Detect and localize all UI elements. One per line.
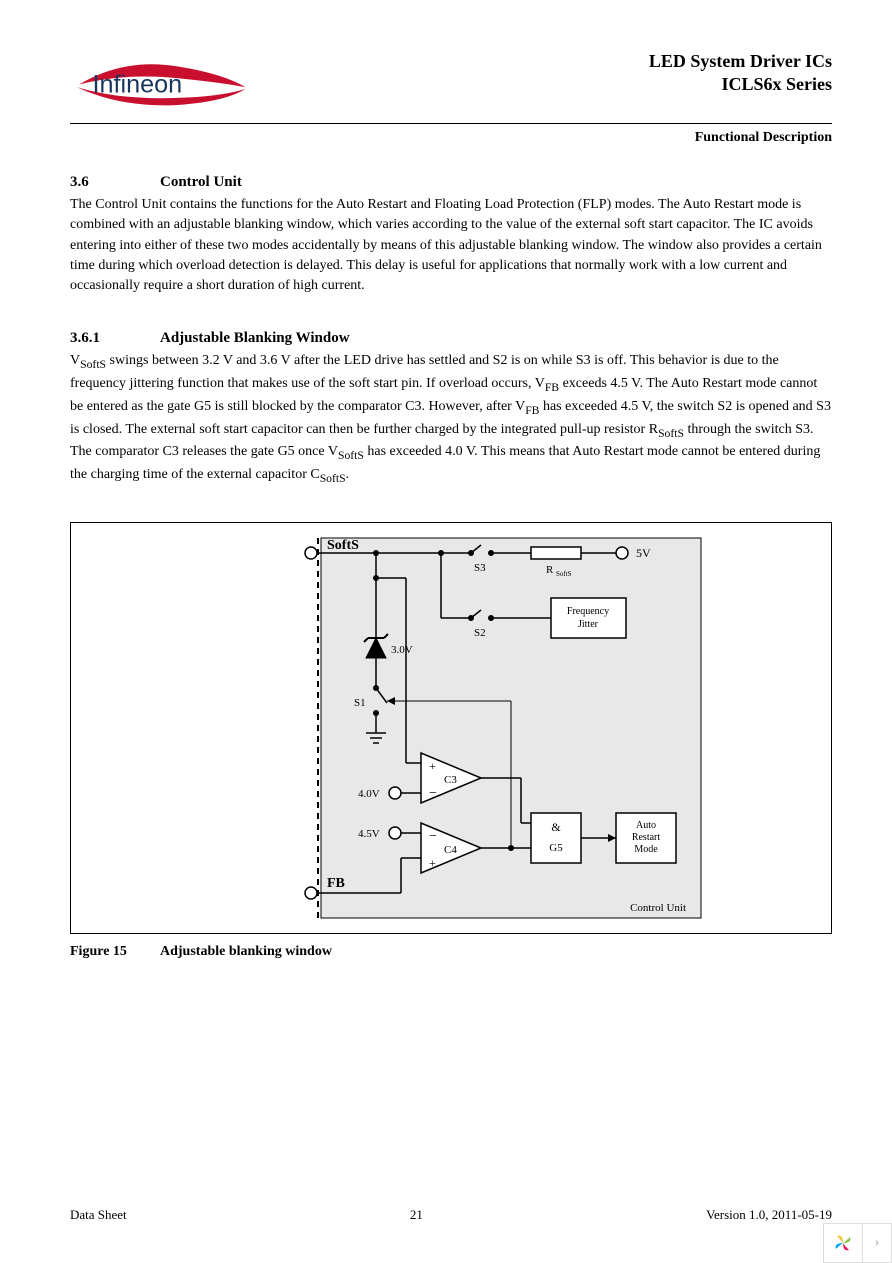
c4-label: C4 [444,844,457,856]
v4-0-label: 4.0V [358,788,380,800]
header-rule [70,123,832,124]
s1-label: S1 [354,697,366,709]
section-3-6-num: 3.6 [70,174,160,191]
fb-pin-label: FB [327,876,345,891]
figure-15-box: Control Unit SoftS S3 R SoftS 5V [70,522,832,934]
g5-amp-label: & [551,820,561,834]
r-sub-label: SoftS [556,570,572,578]
figure-15-num: Figure 15 [70,944,160,960]
v3-0-label: 3.0V [391,644,413,656]
v4-5-label: 4.5V [358,828,380,840]
footer-right: Version 1.0, 2011-05-19 [706,1207,832,1223]
svg-text:Auto: Auto [636,820,656,831]
softs-pin-label: SoftS [327,538,359,553]
chevron-right-icon[interactable]: › [863,1223,892,1263]
section-3-6-1-title: Adjustable Blanking Window [160,330,350,347]
svg-text:−: − [429,786,437,801]
logo-text: Infineon [93,71,183,99]
g5-label: G5 [549,842,563,854]
freq-jitter-label-1: Frequency [567,606,609,617]
figure-15-diagram: Control Unit SoftS S3 R SoftS 5V [71,523,831,933]
section-3-6-title: Control Unit [160,174,242,191]
section-3-6-1-body: VSoftS swings between 3.2 V and 3.6 V af… [70,351,832,487]
figure-15-caption: Adjustable blanking window [160,944,332,960]
corner-widget[interactable]: › [823,1223,892,1263]
doc-title-line2: ICLS6x Series [649,73,832,96]
v5-label: 5V [636,546,651,560]
doc-title-line1: LED System Driver ICs [649,50,832,73]
footer-page-number: 21 [410,1207,423,1223]
r-label: R [546,564,554,576]
svg-text:+: + [429,759,436,773]
freq-jitter-label-2: Jitter [578,619,599,630]
control-unit-label: Control Unit [630,902,686,914]
svg-text:Mode: Mode [634,844,658,855]
svg-text:+: + [429,856,436,870]
s3-label: S3 [474,562,486,574]
section-label: Functional Description [70,130,832,146]
s2-label: S2 [474,627,486,639]
c3-label: C3 [444,774,457,786]
svg-text:Restart: Restart [632,832,661,843]
svg-text:−: − [429,829,437,844]
section-3-6-body: The Control Unit contains the functions … [70,195,832,296]
footer-left: Data Sheet [70,1207,127,1223]
section-3-6-1-num: 3.6.1 [70,330,160,347]
brand-logo: Infineon [70,50,250,115]
pinwheel-icon[interactable] [823,1223,863,1263]
